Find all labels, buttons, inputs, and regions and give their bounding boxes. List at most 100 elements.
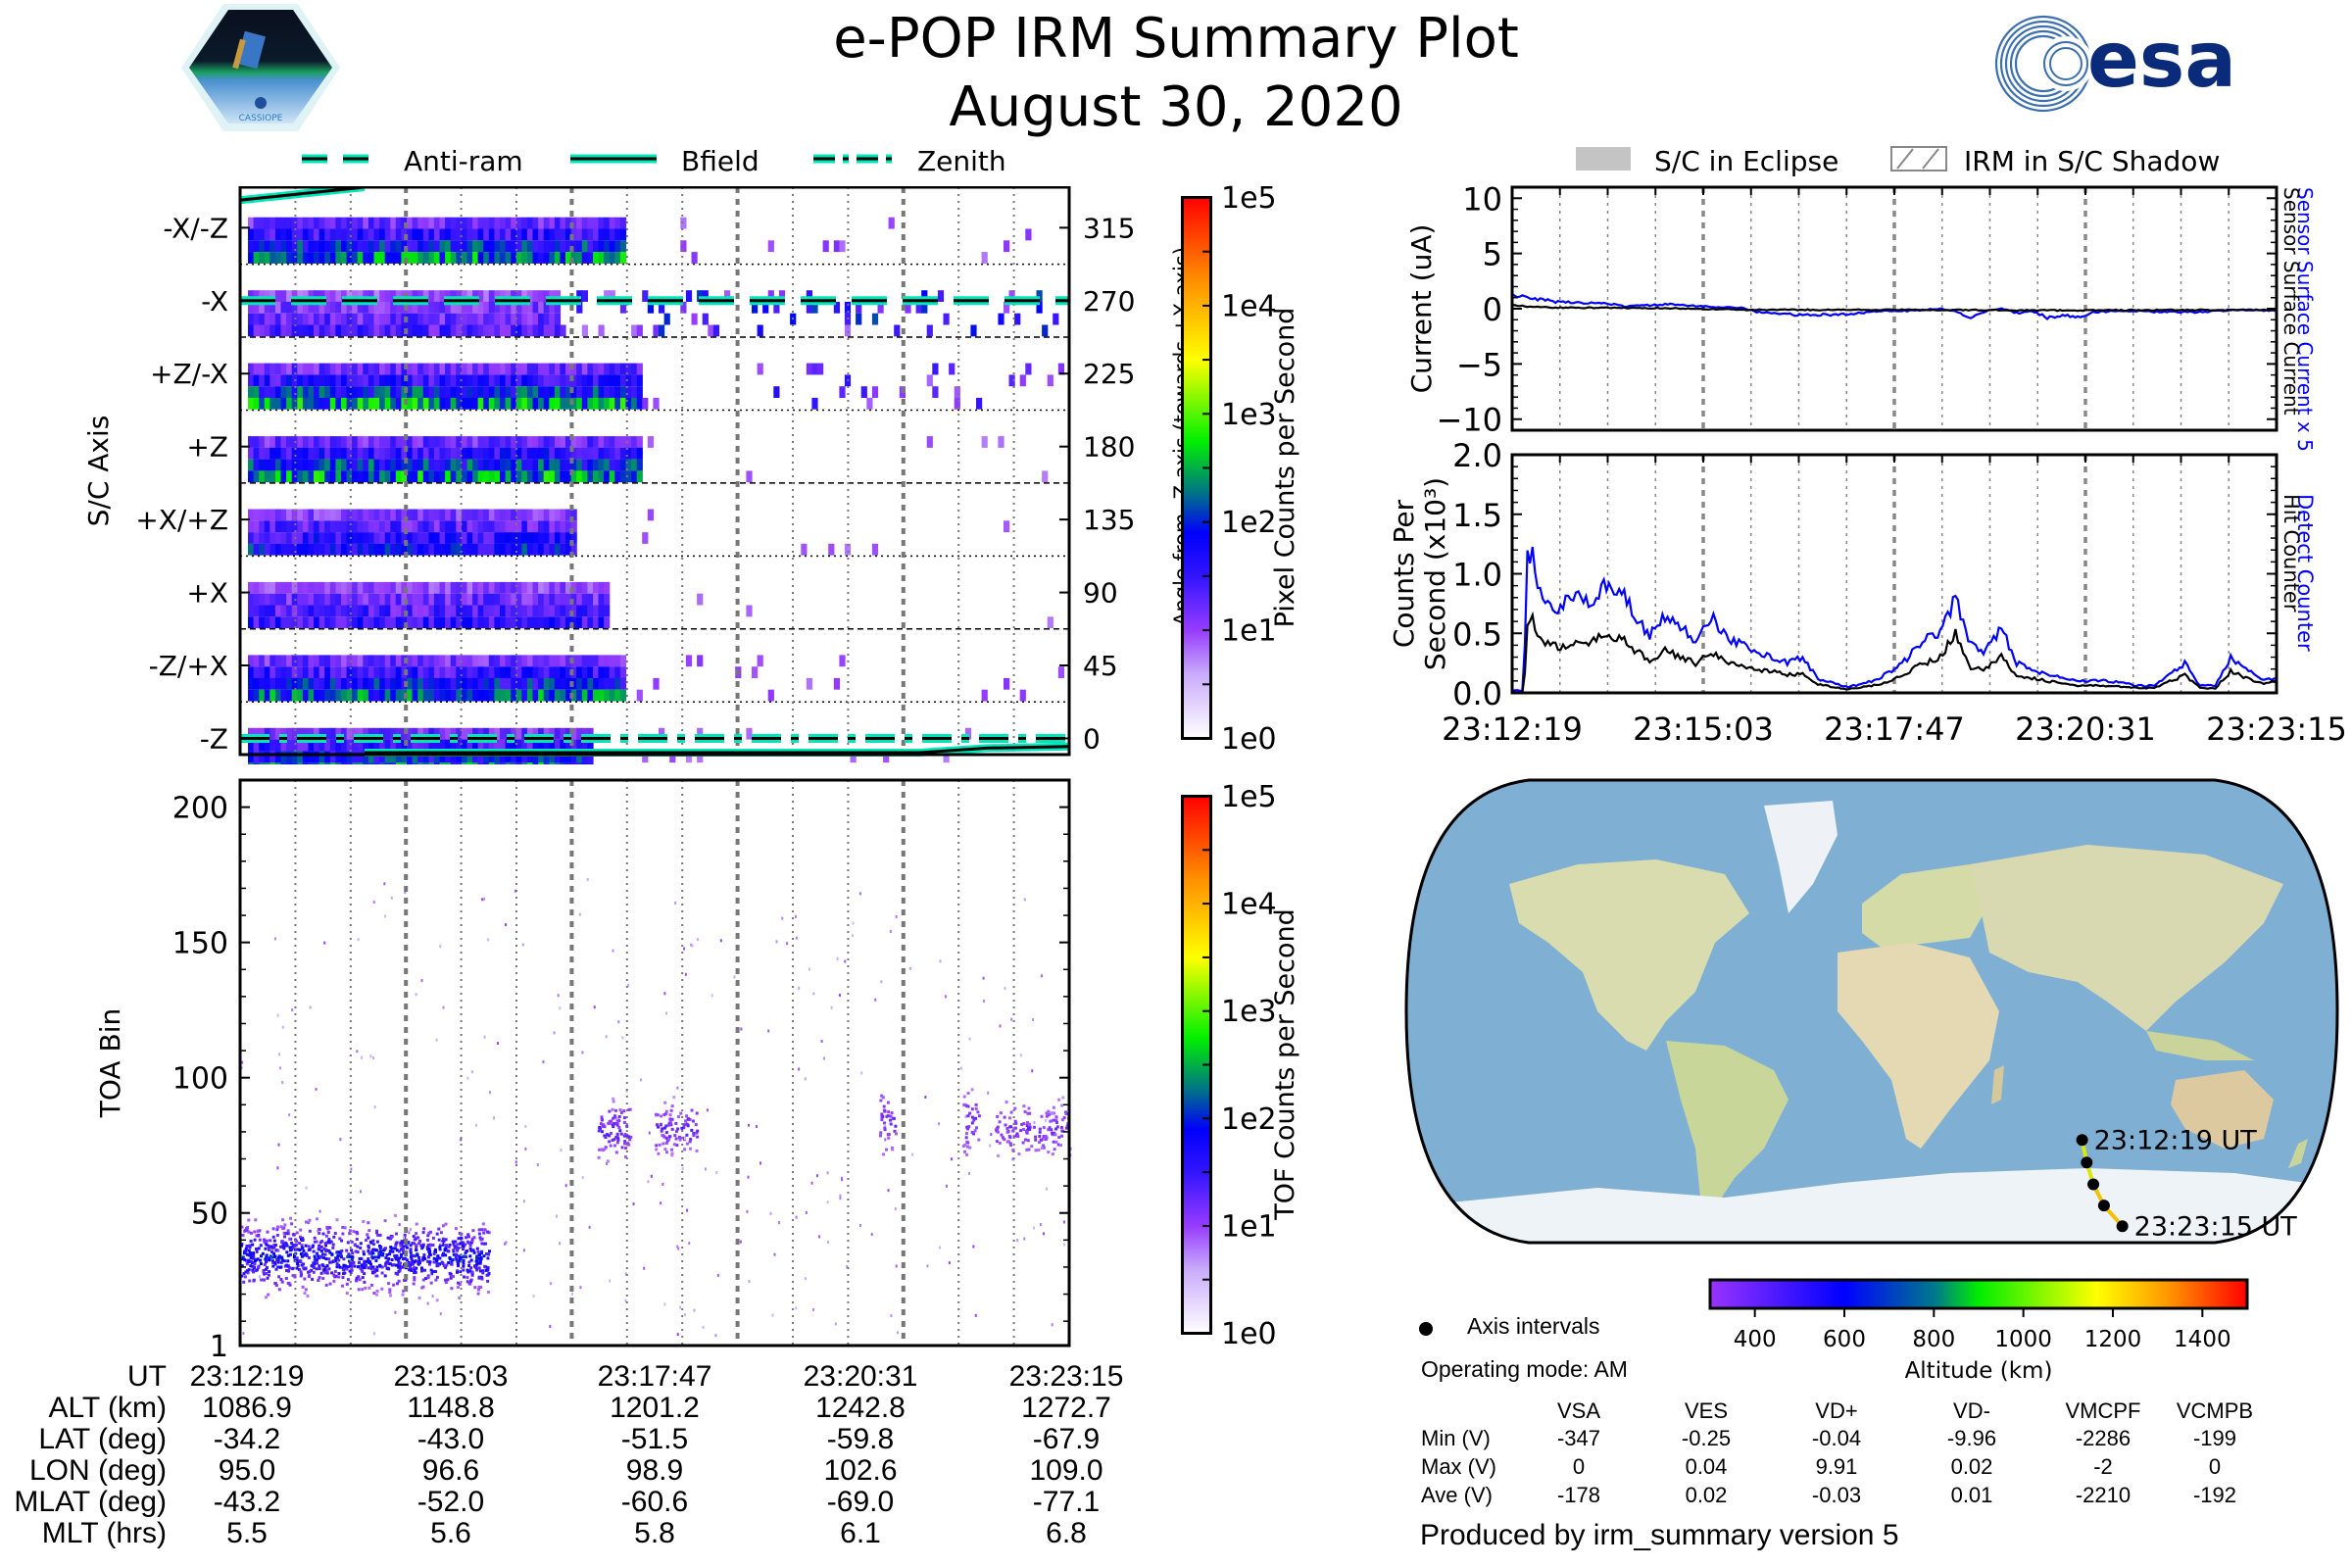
toa-noise	[704, 1167, 707, 1171]
heat-cell	[253, 228, 260, 241]
heat-cell	[422, 228, 429, 241]
toa-point	[389, 1294, 393, 1298]
toa-noise	[795, 914, 798, 918]
heat-cell	[324, 581, 331, 594]
toa-point	[437, 1227, 441, 1231]
heat-cell	[363, 616, 369, 629]
heat-cell	[368, 436, 375, 448]
heat-cell	[357, 217, 364, 229]
heat-cell	[368, 459, 375, 471]
ephemeris-cell: 23:20:31	[803, 1360, 918, 1393]
heat-cell	[477, 397, 484, 410]
heat-cell	[511, 301, 517, 314]
heat-cell	[472, 581, 479, 594]
y-category-label: -Z/+X	[149, 650, 228, 682]
right-label-black: Hit Counter	[2279, 494, 2303, 612]
toa-point	[241, 1233, 245, 1237]
toa-point	[475, 1262, 479, 1266]
heat-cell	[477, 543, 484, 556]
toa-point	[467, 1264, 471, 1267]
heat-cell	[297, 374, 304, 387]
toa-point	[450, 1260, 454, 1264]
heat-cell	[515, 459, 522, 471]
heat-cell	[505, 217, 512, 229]
orbit-map-panel: 23:12:19 UT 23:23:15 UT	[1401, 776, 2342, 1247]
heat-cell	[363, 727, 369, 740]
toa-point	[320, 1252, 324, 1256]
heat-cell	[1036, 290, 1043, 302]
heat-cell	[604, 386, 611, 398]
heat-cell	[609, 689, 615, 702]
heat-cell	[871, 313, 879, 325]
toa-point	[456, 1249, 460, 1252]
toa-point	[457, 1237, 461, 1241]
toa-point	[240, 1264, 244, 1268]
toa-point	[271, 1227, 275, 1231]
heat-cell	[259, 677, 266, 690]
heat-cell	[587, 739, 594, 752]
toa-point	[466, 1268, 469, 1272]
heat-cell	[373, 532, 380, 544]
heat-cell	[515, 666, 522, 678]
toa-point	[261, 1251, 265, 1255]
toa-noise	[439, 1312, 442, 1316]
toa-point	[286, 1232, 290, 1236]
heat-cell	[384, 727, 391, 740]
heat-cell	[614, 252, 621, 264]
toa-point	[462, 1261, 466, 1265]
toa-point	[469, 1241, 473, 1245]
heat-cell	[433, 290, 441, 302]
heat-cell	[981, 252, 988, 264]
toa-noise	[521, 943, 524, 947]
y-tick-label: 5	[1483, 236, 1502, 273]
toa-noise	[684, 1312, 687, 1316]
heat-cell	[357, 605, 364, 617]
heat-cell	[631, 363, 638, 375]
heat-cell	[297, 386, 304, 398]
heat-cell	[395, 436, 402, 448]
heat-cell	[494, 677, 501, 690]
heat-cell	[587, 581, 594, 594]
heat-cell	[329, 290, 336, 302]
toa-point	[487, 1252, 491, 1256]
toa-point	[997, 1153, 1001, 1157]
heat-cell	[625, 386, 632, 398]
toa-point	[413, 1268, 416, 1272]
heat-cell	[500, 397, 507, 410]
heat-cell	[384, 363, 391, 375]
heat-cell	[593, 252, 600, 264]
heat-cell	[390, 228, 397, 241]
heat-cell	[445, 593, 452, 606]
heat-cell	[259, 301, 266, 314]
heat-cell	[604, 363, 611, 375]
toa-point	[887, 1136, 891, 1140]
toa-point	[351, 1263, 355, 1267]
toa-point	[298, 1249, 302, 1251]
heat-cell	[302, 739, 310, 752]
toa-point	[349, 1262, 353, 1266]
heat-cell	[264, 447, 270, 460]
toa-noise	[279, 1066, 282, 1070]
toa-point	[486, 1267, 489, 1270]
toa-point	[966, 1104, 970, 1108]
toa-point	[284, 1232, 288, 1236]
toa-point	[442, 1251, 445, 1255]
heat-cell	[390, 301, 397, 314]
toa-point	[282, 1259, 286, 1263]
heat-cell	[461, 252, 468, 264]
heat-cell	[422, 470, 429, 483]
toa-point	[468, 1244, 472, 1247]
toa-point	[1048, 1126, 1052, 1130]
heat-cell	[549, 593, 556, 606]
heat-cell	[581, 655, 588, 667]
toa-point	[244, 1247, 248, 1250]
toa-point	[660, 1129, 663, 1133]
heat-cell	[466, 240, 473, 253]
heat-cell	[407, 374, 414, 387]
heat-cell	[352, 240, 359, 253]
toa-point	[413, 1276, 416, 1280]
toa-noise	[740, 1027, 743, 1031]
toa-point	[268, 1258, 271, 1262]
heat-cell	[526, 532, 534, 544]
heat-cell	[483, 532, 490, 544]
